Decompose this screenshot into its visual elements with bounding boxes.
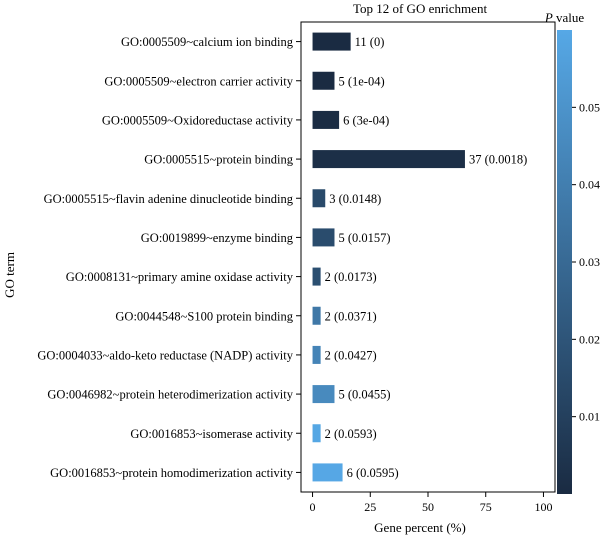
- bar: [312, 32, 351, 51]
- category-label: GO:0005509~electron carrier activity: [104, 74, 293, 88]
- colorbar: P value 0.01 0.02 0.03 0.04 0.05: [544, 10, 600, 494]
- bar-value-label: 11 (0): [355, 35, 385, 49]
- bar: [312, 345, 321, 364]
- bar: [312, 110, 340, 129]
- colorbar-tick-label: 0.05: [579, 100, 600, 114]
- category-label: GO:0016853~protein homodimerization acti…: [50, 466, 294, 480]
- category-label: GO:0005509~calcium ion binding: [121, 35, 294, 49]
- bar-value-label: 2 (0.0173): [325, 270, 377, 284]
- bar: [312, 424, 321, 443]
- x-tick-label: 75: [480, 500, 492, 514]
- category-label: GO:0019899~enzyme binding: [141, 231, 294, 245]
- x-axis-label: Gene percent (%): [374, 520, 466, 535]
- bar: [312, 463, 343, 482]
- plot-area: 0 25 50 75 100 GO:0005509~calcium ion binding…: [37, 21, 556, 514]
- plot-frame: [300, 21, 556, 493]
- bar: [312, 71, 335, 90]
- bar-value-label: 6 (3e-04): [343, 113, 389, 127]
- colorbar-tick-label: 0.04: [579, 178, 600, 192]
- bar: [312, 267, 321, 286]
- colorbar-tick-label: 0.03: [579, 255, 600, 269]
- bar-value-label: 3 (0.0148): [329, 192, 381, 206]
- colorbar-tick-label: 0.01: [579, 410, 600, 424]
- bar-value-label: 5 (0.0157): [338, 231, 390, 245]
- x-tick-label: 25: [364, 500, 376, 514]
- bar-value-label: 2 (0.0427): [325, 348, 377, 362]
- bar: [312, 228, 335, 247]
- y-axis-label: GO term: [2, 252, 17, 298]
- bar: [312, 385, 335, 404]
- category-label: GO:0005509~Oxidoreductase activity: [102, 113, 294, 127]
- category-label: GO:0044548~S100 protein binding: [115, 309, 293, 323]
- colorbar-title: P value: [544, 10, 585, 25]
- bar: [312, 150, 465, 169]
- bar-value-label: 37 (0.0018): [469, 153, 527, 167]
- category-label: GO:0005515~protein binding: [144, 153, 294, 167]
- category-label: GO:0046982~protein heterodimerization ac…: [47, 388, 293, 402]
- bar: [312, 306, 321, 325]
- x-tick-label: 0: [310, 500, 316, 514]
- colorbar-tick-label: 0.02: [579, 332, 600, 346]
- colorbar-gradient: [557, 30, 572, 494]
- chart-title: Top 12 of GO enrichment: [353, 1, 488, 16]
- bar-value-label: 5 (1e-04): [338, 74, 384, 88]
- bar-value-label: 2 (0.0593): [325, 427, 377, 441]
- category-label: GO:0004033~aldo-keto reductase (NADP) ac…: [37, 348, 293, 362]
- bar-value-label: 2 (0.0371): [325, 309, 377, 323]
- x-tick-label: 100: [534, 500, 552, 514]
- bar: [312, 189, 326, 208]
- category-label: GO:0005515~flavin adenine dinucleotide b…: [44, 192, 294, 206]
- bar-value-label: 5 (0.0455): [338, 388, 390, 402]
- category-label: GO:0016853~isomerase activity: [130, 427, 293, 441]
- bar-value-label: 6 (0.0595): [347, 466, 399, 480]
- category-label: GO:0008131~primary amine oxidase activit…: [66, 270, 294, 284]
- x-tick-label: 50: [422, 500, 434, 514]
